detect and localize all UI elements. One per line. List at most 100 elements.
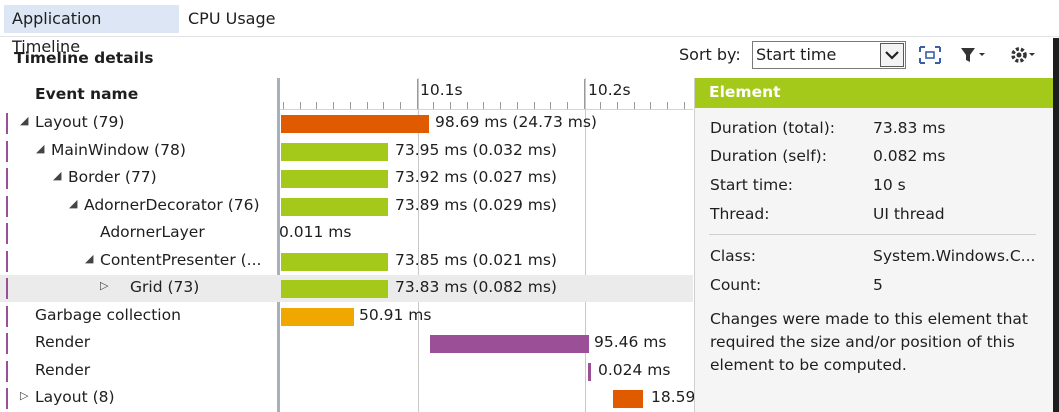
duration-label: 73.89 ms (0.029 ms) [395,195,557,214]
duration-label: 73.92 ms (0.027 ms) [395,168,557,186]
ruler-tick [366,102,368,109]
tab-strip: Application Timeline CPU Usage [0,0,1059,56]
expand-icon[interactable]: ▷ [100,279,109,292]
ruler-tick [533,102,535,109]
duration-bar[interactable] [281,115,429,133]
duration-bar[interactable] [281,170,388,188]
prop-value: 10 s [873,176,906,194]
collapse-icon[interactable]: ◢ [36,141,45,155]
duration-bar[interactable] [588,362,591,381]
event-row[interactable]: ◢ ContentPresenter (... 73.85 ms (0.021 ms… [0,248,693,275]
prop-label: Class: [710,247,757,265]
event-row[interactable]: Render 0.024 ms [0,358,693,385]
ruler-tick [383,102,385,109]
event-name: AdornerLayer [100,223,205,241]
event-name: Border (77) [68,168,157,186]
tab-cpu-usage[interactable]: CPU Usage [188,9,276,28]
event-name: Garbage collection [35,305,181,324]
event-row[interactable]: ◢ Border (77) 73.92 ms (0.027 ms) [0,165,693,192]
duration-bar[interactable] [281,142,388,161]
prop-value: 5 [873,276,883,294]
toolbar: Timeline details Sort by: Start time [0,38,1059,76]
sort-by-label: Sort by: [679,45,741,64]
event-row[interactable]: AdornerLayer 0.011 ms [0,220,693,247]
ruler-tick [483,102,485,109]
filter-icon[interactable] [958,43,985,67]
prop-value: 73.83 ms [873,119,946,137]
thread-marker [6,333,8,354]
duration-bar[interactable] [613,390,643,408]
prop-label: Count: [710,276,762,294]
collapse-icon[interactable]: ◢ [85,251,94,265]
fit-to-view-icon[interactable] [917,43,943,67]
thread-marker [6,278,8,299]
ruler-tick [333,102,335,109]
ruler-tick [650,102,652,109]
timeline-ruler: 10.1s 10.2s [280,78,693,110]
duration-bar[interactable] [281,197,388,216]
prop-label: Duration (total): [710,119,836,137]
element-description: Changes were made to this element that r… [710,310,1028,374]
thread-marker [6,140,8,162]
tab-application-timeline[interactable]: Application Timeline [4,5,179,56]
tick-label-10-1s: 10.1s [420,81,463,99]
ruler-tick [283,102,284,109]
ruler-tick [633,102,635,109]
sort-by-dropdown[interactable]: Start time [752,41,906,69]
duration-bar[interactable] [281,252,388,271]
thread-marker [6,195,8,217]
event-name: Grid (73) [130,278,200,296]
ruler-tick [316,102,318,109]
ruler-tick [667,102,669,109]
element-panel-title: Element [709,83,781,101]
gridline-10-2s [585,78,586,412]
event-name: ContentPresenter (... [100,250,262,269]
event-row[interactable]: Garbage collection 50.91 ms [0,303,693,330]
thread-marker [6,168,8,189]
collapse-icon[interactable]: ◢ [69,196,78,210]
duration-label: 0.011 ms [279,223,352,241]
event-name: Layout (79) [35,113,125,131]
thread-marker [6,113,8,134]
ruler-tick [433,102,435,109]
duration-label: 50.91 ms [359,305,432,324]
ruler-tick [566,102,568,109]
ruler-tick [299,102,301,109]
prop-label: Start time: [710,176,794,194]
tick-label-10-2s: 10.2s [588,81,631,99]
event-row[interactable]: ▷ Grid (73) 73.83 ms (0.082 ms) [0,275,693,302]
expand-icon[interactable]: ▷ [20,389,29,402]
duration-bar[interactable] [281,280,388,298]
sort-by-value: Start time [756,45,837,64]
event-row[interactable]: Render 95.46 ms [0,330,693,357]
event-row[interactable]: ◢ AdornerDecorator (76) 73.89 ms (0.029 ms… [0,193,693,220]
thread-marker [6,360,8,382]
thread-marker [6,388,8,409]
column-header-event-name[interactable]: Event name [0,78,277,110]
settings-icon[interactable] [1008,43,1035,67]
ruler-tick [516,102,518,109]
event-name: Render [35,333,91,351]
panel-divider [709,234,1036,235]
duration-bar[interactable] [281,307,354,326]
duration-bar[interactable] [430,335,589,353]
prop-label: Duration (self): [710,147,827,165]
chevron-down-icon[interactable] [880,43,904,67]
collapse-icon[interactable]: ◢ [20,114,29,127]
event-row[interactable]: ▷ Layout (8) 18.59 [0,385,695,412]
ruler-tick [416,79,418,109]
event-name: AdornerDecorator (76) [84,195,260,214]
column-splitter[interactable] [277,78,280,412]
ruler-tick [500,102,502,109]
ruler-tick [550,102,552,109]
ruler-tick [583,79,585,109]
ruler-tick [399,102,401,109]
element-panel-header: Element [695,78,1059,108]
ruler-tick [600,102,602,109]
collapse-icon[interactable]: ◢ [53,169,62,182]
event-row[interactable]: ◢ Layout (79) 98.69 ms (24.73 ms) [0,110,693,137]
thread-marker [6,223,8,244]
ruler-tick [617,102,618,109]
event-row[interactable]: ◢ MainWindow (78) 73.95 ms (0.032 ms) [0,138,693,165]
event-name: Layout (8) [35,388,115,406]
